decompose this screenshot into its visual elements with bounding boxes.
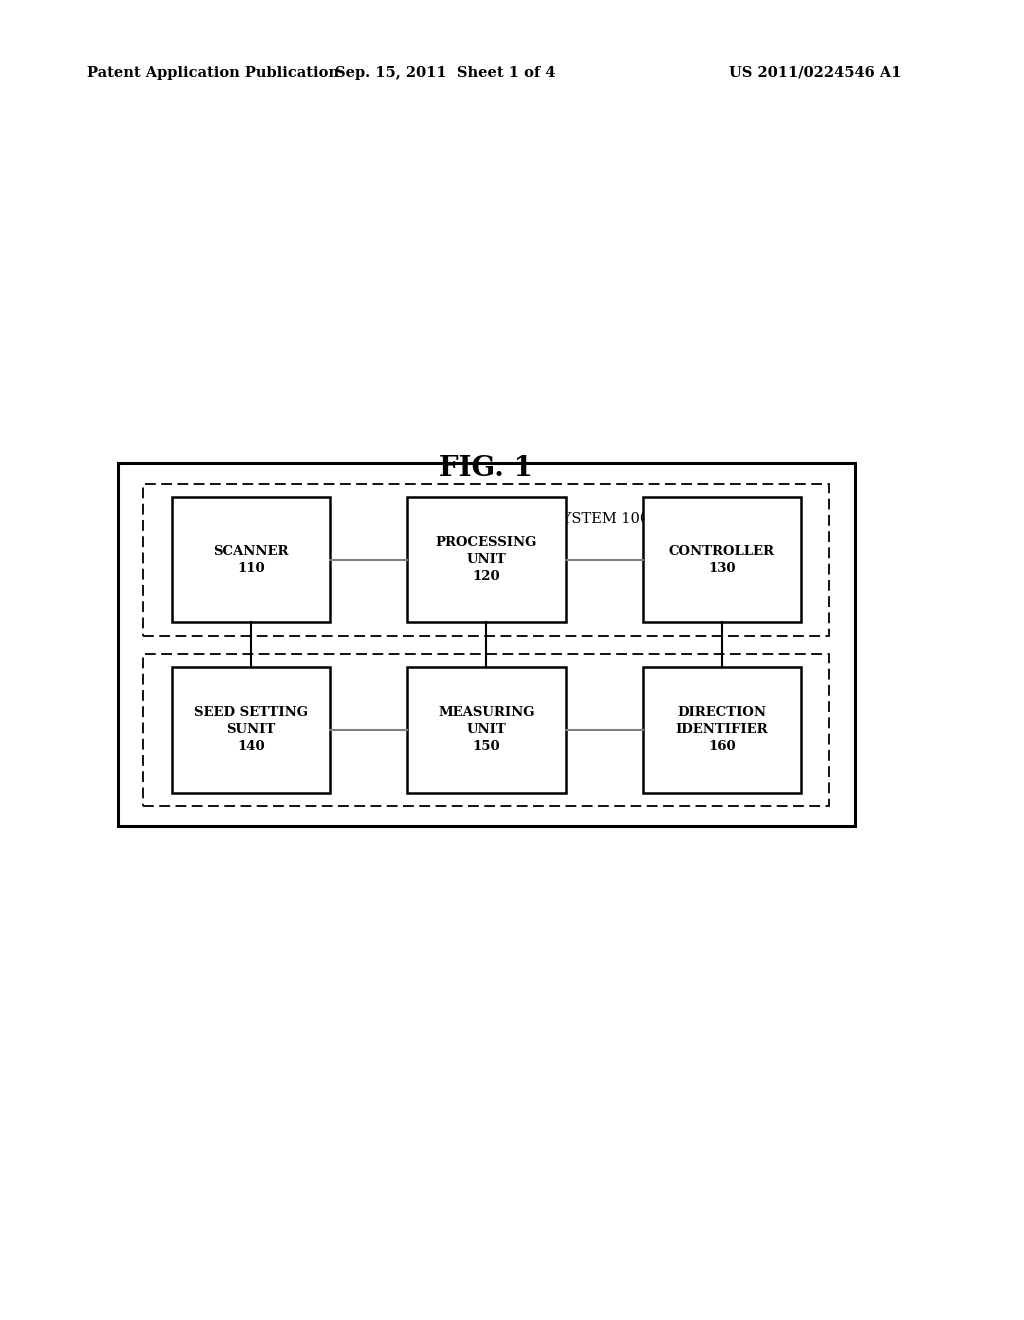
Text: PROCESSING
UNIT
120: PROCESSING UNIT 120	[436, 536, 537, 583]
Bar	[143, 484, 829, 636]
Text: Patent Application Publication: Patent Application Publication	[87, 66, 339, 79]
Text: CONTROLLER
130: CONTROLLER 130	[669, 545, 775, 574]
Text: SEED SETTING
SUNIT
140: SEED SETTING SUNIT 140	[194, 706, 308, 754]
Text: FIG. 1: FIG. 1	[439, 455, 534, 482]
Bar	[407, 668, 565, 792]
Text: 3D ULTRASOUND SYSTEM 100: 3D ULTRASOUND SYSTEM 100	[410, 512, 649, 525]
Text: Sep. 15, 2011  Sheet 1 of 4: Sep. 15, 2011 Sheet 1 of 4	[335, 66, 556, 79]
Bar	[407, 498, 565, 623]
Bar	[643, 668, 801, 792]
Bar	[118, 463, 855, 826]
Bar	[143, 653, 829, 805]
Bar	[643, 498, 801, 623]
Text: US 2011/0224546 A1: US 2011/0224546 A1	[729, 66, 901, 79]
Text: MEASURING
UNIT
150: MEASURING UNIT 150	[438, 706, 535, 754]
Bar	[171, 668, 330, 792]
Bar	[171, 498, 330, 623]
Text: SCANNER
110: SCANNER 110	[213, 545, 289, 574]
Text: DIRECTION
IDENTIFIER
160: DIRECTION IDENTIFIER 160	[676, 706, 768, 754]
